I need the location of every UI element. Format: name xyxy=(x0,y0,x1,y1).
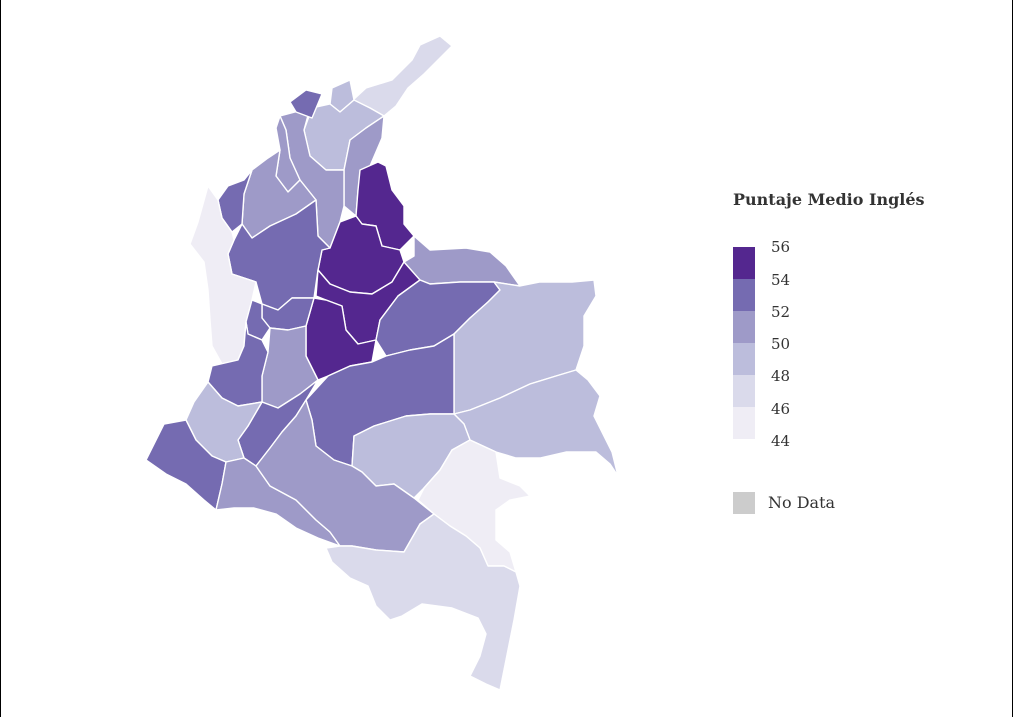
legend-tick-50: 50 xyxy=(771,335,791,353)
legend-title: Puntaje Medio Inglés xyxy=(733,190,925,209)
legend-swatch-46-48 xyxy=(733,375,755,407)
region-caqueta[interactable] xyxy=(255,399,435,553)
region-arauca[interactable] xyxy=(403,235,521,287)
legend-swatch-54-56 xyxy=(733,247,755,279)
region-san-andres[interactable] xyxy=(289,89,323,119)
region-narino[interactable] xyxy=(145,419,227,511)
legend-tick-48: 48 xyxy=(771,367,791,385)
legend-swatch-50-52 xyxy=(733,311,755,343)
legend-tick-52: 52 xyxy=(771,303,791,321)
legend-tick-54: 54 xyxy=(771,271,791,289)
legend-tick-46: 46 xyxy=(771,400,791,418)
legend-tick-56: 56 xyxy=(771,238,791,256)
region-guainia[interactable] xyxy=(453,369,619,477)
region-amazonas[interactable] xyxy=(325,513,521,691)
legend: Puntaje Medio Inglés 56 54 52 50 48 46 4… xyxy=(733,190,953,520)
legend-tick-44: 44 xyxy=(771,432,791,450)
legend-swatch-48-50 xyxy=(733,343,755,375)
region-cesar[interactable] xyxy=(343,115,385,217)
legend-swatch-44-46 xyxy=(733,407,755,439)
region-la-guajira[interactable] xyxy=(352,35,453,117)
legend-no-data-swatch xyxy=(733,492,755,514)
legend-no-data-label: No Data xyxy=(768,493,836,512)
legend-swatch-52-54 xyxy=(733,279,755,311)
